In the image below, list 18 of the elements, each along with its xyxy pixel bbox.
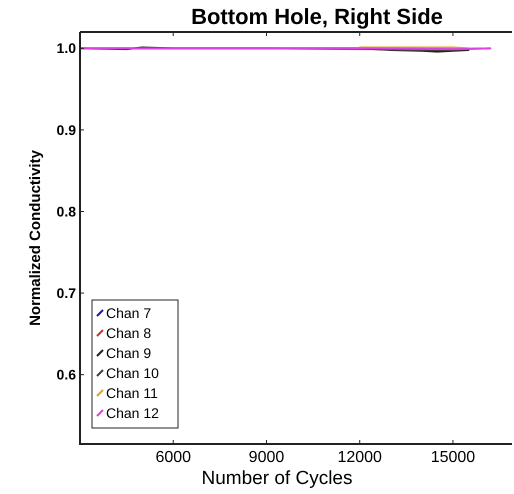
x-tick-label: 9000 [248,449,284,466]
y-axis-title: Normalized Conductivity [27,149,44,326]
legend-label: Chan 11 [106,385,158,401]
legend-label: Chan 8 [106,325,152,341]
y-tick-label: 0.8 [56,203,76,220]
y-tick-label: 0.9 [56,122,76,138]
legend-label: Chan 7 [106,305,152,321]
chart-title: Bottom Hole, Right Side [191,4,443,29]
x-tick-label: 12000 [337,449,382,466]
legend-label: Chan 12 [106,405,160,421]
x-tick-label: 6000 [155,449,192,466]
x-tick-label: 15000 [430,449,476,466]
y-tick-label: 0.6 [56,366,76,383]
legend-label: Chan 9 [106,345,152,361]
legend-label: Chan 10 [106,365,160,381]
y-tick-label: 1.0 [56,40,76,56]
y-tick-label: 0.7 [56,284,76,301]
x-axis-title: Number of Cycles [202,468,352,489]
